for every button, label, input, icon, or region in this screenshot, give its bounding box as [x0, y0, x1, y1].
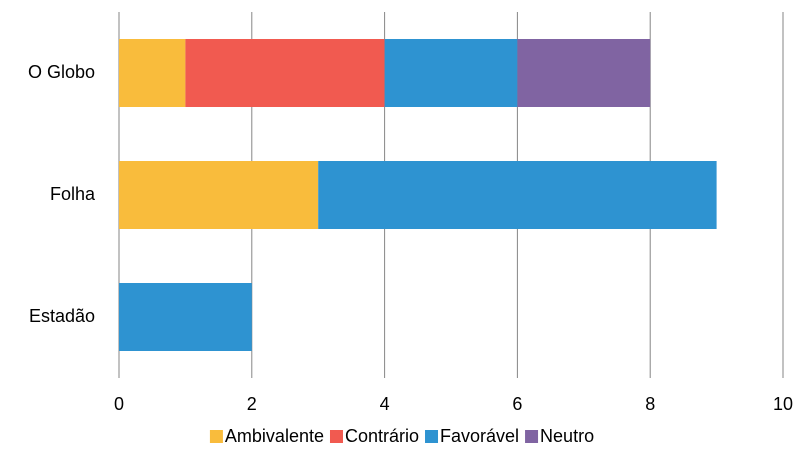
- legend-swatch: [525, 430, 539, 443]
- legend-label: Contrário: [345, 426, 419, 446]
- y-tick-label: Estadão: [29, 306, 95, 326]
- bar-segment: [185, 39, 385, 107]
- x-tick-label: 8: [645, 394, 655, 414]
- legend-swatch: [209, 430, 223, 443]
- legend-swatch: [425, 430, 439, 443]
- bar-segment: [119, 39, 186, 107]
- bar-segment: [384, 39, 518, 107]
- y-tick-label: Folha: [50, 184, 96, 204]
- bar-segment: [517, 39, 651, 107]
- bar-segment: [119, 283, 252, 351]
- legend-swatch: [329, 430, 343, 443]
- x-tick-label: 0: [114, 394, 124, 414]
- bar-segment: [318, 161, 717, 229]
- y-tick-label: O Globo: [28, 62, 95, 82]
- legend-label: Ambivalente: [225, 426, 324, 446]
- x-tick-label: 4: [380, 394, 390, 414]
- x-tick-label: 10: [773, 394, 793, 414]
- legend-label: Favorável: [440, 426, 519, 446]
- bar-segment: [119, 161, 319, 229]
- x-tick-label: 6: [512, 394, 522, 414]
- x-tick-label: 2: [247, 394, 257, 414]
- legend: Ambivalente Contrário Favorável Neutro: [209, 426, 594, 446]
- legend-label: Neutro: [540, 426, 594, 446]
